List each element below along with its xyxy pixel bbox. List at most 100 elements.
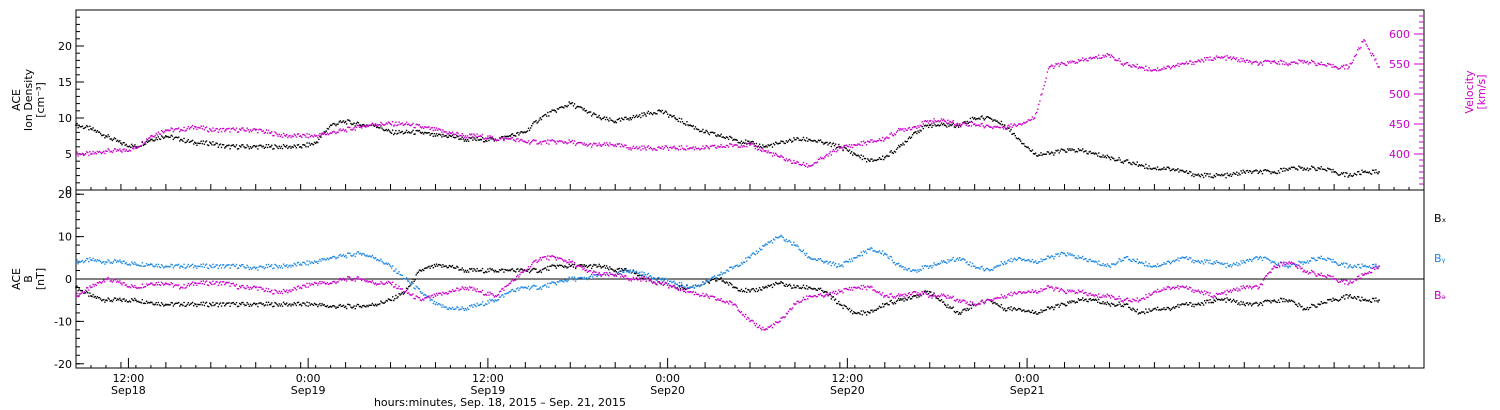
bx-point [295,304,298,307]
by-point [1290,263,1293,266]
by-point [87,258,89,260]
density-point [122,142,124,144]
by-point [819,257,822,260]
velocity-point [1055,63,1057,65]
density-point [213,144,215,146]
by-point [1352,266,1355,268]
density-point [492,138,494,141]
by-point [169,265,171,268]
density-point [658,109,660,111]
velocity-point [205,126,208,128]
velocity-point [767,150,769,152]
density-point [593,112,595,114]
bx-point [757,289,760,291]
velocity-point [602,143,605,146]
bx-point [1147,311,1149,314]
by-point [564,279,566,281]
density-point [965,122,967,125]
density-point [586,112,589,114]
bx-point [677,288,680,290]
bx-point [461,267,463,269]
velocity-point [1011,126,1013,129]
bx-point [1195,303,1197,306]
velocity-point [852,146,854,149]
by-point [112,261,115,263]
density-point [1146,167,1148,169]
velocity-point [1108,54,1111,56]
density-point [807,140,809,142]
density-point [216,142,218,145]
velocity-point [1136,63,1138,66]
velocity-point [1233,57,1236,60]
bx-point [1242,301,1244,303]
by-point [1229,263,1232,266]
by-point [537,288,539,290]
velocity-point [911,126,914,129]
by-point [1101,264,1103,267]
density-point [297,143,300,146]
velocity-point [333,130,335,133]
density-point [1185,170,1188,172]
density-point [569,102,572,105]
density-point [1263,169,1266,171]
bx-point [256,302,258,305]
bx-point [999,306,1002,308]
density-point [525,131,528,133]
by-point [797,245,799,248]
bx-point [416,272,418,274]
bx-point [616,268,619,270]
density-point [874,159,876,161]
by-point [263,267,265,270]
density-point [454,136,456,139]
bx-point [1227,299,1229,301]
density-point [522,132,524,134]
velocity-point [708,148,711,150]
density-point [1126,159,1129,161]
by-point [1200,260,1203,262]
by-point [344,254,347,257]
bx-point [940,298,943,301]
velocity-point [612,144,614,146]
density-point [409,132,411,134]
bx-point [1067,301,1069,303]
by-point [402,277,405,280]
density-point [513,134,516,137]
bx-point [1266,300,1268,302]
velocity-point [780,154,782,157]
by-point [294,263,297,266]
bx-point [434,265,437,268]
velocity-point [1267,59,1269,62]
by-point [813,258,815,260]
velocity-point [1109,56,1112,59]
bx-point [837,302,839,305]
by-point [1040,258,1042,260]
velocity-point [1298,59,1300,61]
bx-point [532,268,534,270]
velocity-point [351,129,353,131]
density-point [653,112,655,114]
velocity-point [381,123,383,125]
by-point [1086,260,1088,262]
by-point [1191,261,1193,263]
bx-point [772,283,775,285]
velocity-point [432,129,435,132]
velocity-point [696,147,699,150]
velocity-point [1012,124,1014,127]
velocity-point [1346,64,1348,66]
bx-point [308,302,310,304]
density-point [837,146,839,148]
velocity-point [197,126,199,129]
velocity-point [1006,127,1008,130]
bx-point [170,301,172,304]
bx-point [355,305,357,307]
bx-point [163,305,165,307]
velocity-point [224,130,226,133]
bx-point [571,263,574,266]
bx-point [1336,299,1339,301]
velocity-point [800,164,803,166]
by-point [678,282,681,284]
density-point [443,135,445,137]
density-point [1089,150,1091,153]
by-point [184,267,186,269]
by-point [540,288,543,290]
